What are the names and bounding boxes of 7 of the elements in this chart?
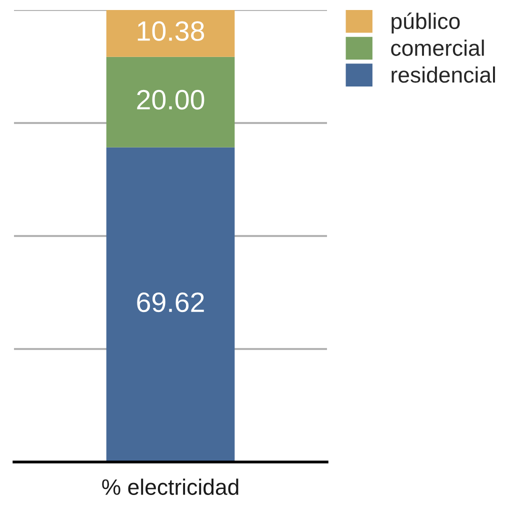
x-tick-label: % electricidad — [102, 478, 238, 495]
data-label: 69.62 — [137, 292, 204, 312]
legend-label: residencial — [392, 66, 495, 83]
legend-label: comercial — [391, 40, 484, 56]
data-label: 20.00 — [137, 90, 204, 110]
legend-label: público — [392, 12, 460, 34]
data-label: 10.38 — [138, 21, 204, 41]
